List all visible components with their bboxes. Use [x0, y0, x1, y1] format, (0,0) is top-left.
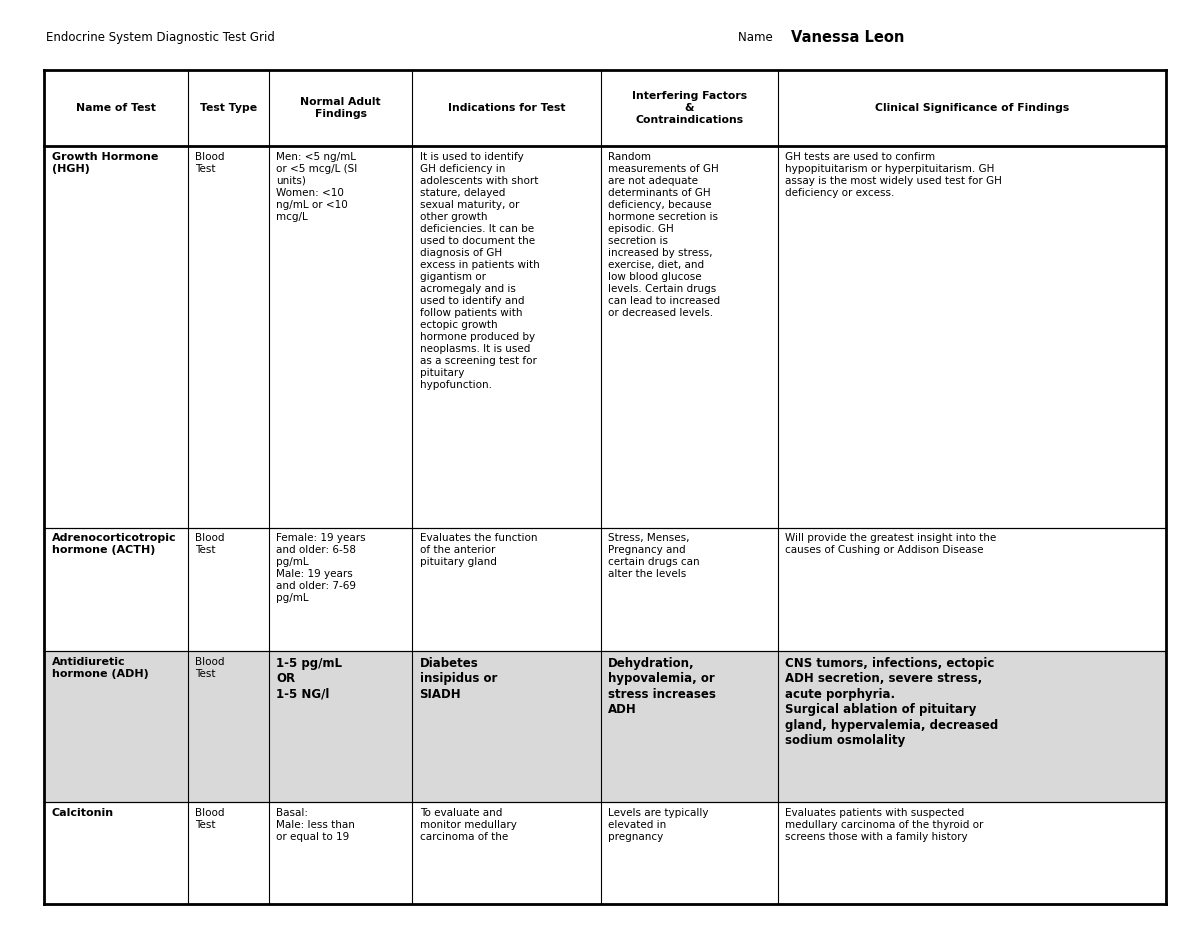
Text: Will provide the greatest insight into the
causes of Cushing or Addison Disease: Will provide the greatest insight into t…	[785, 533, 997, 555]
Text: Calcitonin: Calcitonin	[52, 807, 114, 818]
Text: CNS tumors, infections, ectopic
ADH secretion, severe stress,
acute porphyria.
S: CNS tumors, infections, ectopic ADH secr…	[785, 656, 998, 747]
Text: Indications for Test: Indications for Test	[448, 103, 565, 113]
Text: Normal Adult
Findings: Normal Adult Findings	[300, 97, 380, 119]
Text: Levels are typically
elevated in
pregnancy: Levels are typically elevated in pregnan…	[608, 807, 709, 842]
Text: Random
measurements of GH
are not adequate
determinants of GH
deficiency, becaus: Random measurements of GH are not adequa…	[608, 152, 720, 318]
Text: Blood
Test: Blood Test	[196, 656, 224, 679]
Text: Antidiuretic
hormone (ADH): Antidiuretic hormone (ADH)	[52, 656, 149, 679]
Text: Name: Name	[738, 31, 776, 44]
Text: Basal:
Male: less than
or equal to 19: Basal: Male: less than or equal to 19	[276, 807, 355, 842]
Text: Name of Test: Name of Test	[77, 103, 156, 113]
Text: 1-5 pg/mL
OR
1-5 NG/l: 1-5 pg/mL OR 1-5 NG/l	[276, 656, 342, 701]
Text: Growth Hormone
(HGH): Growth Hormone (HGH)	[52, 152, 158, 174]
Text: Female: 19 years
and older: 6-58
pg/mL
Male: 19 years
and older: 7-69
pg/mL: Female: 19 years and older: 6-58 pg/mL M…	[276, 533, 366, 603]
Text: Blood
Test: Blood Test	[196, 152, 224, 174]
Text: GH tests are used to confirm
hypopituitarism or hyperpituitarism. GH
assay is th: GH tests are used to confirm hypopituita…	[785, 152, 1002, 197]
Text: Interfering Factors
&
Contraindications: Interfering Factors & Contraindications	[632, 91, 748, 125]
Text: Clinical Significance of Findings: Clinical Significance of Findings	[875, 103, 1069, 113]
Text: Adrenocorticotropic
hormone (ACTH): Adrenocorticotropic hormone (ACTH)	[52, 533, 176, 555]
Text: Blood
Test: Blood Test	[196, 807, 224, 830]
Bar	[44, 527, 1166, 651]
Text: Diabetes
insipidus or
SIADH: Diabetes insipidus or SIADH	[420, 656, 497, 701]
Text: Vanessa Leon: Vanessa Leon	[791, 30, 904, 44]
Text: Endocrine System Diagnostic Test Grid: Endocrine System Diagnostic Test Grid	[46, 31, 275, 44]
Text: Evaluates the function
of the anterior
pituitary gland: Evaluates the function of the anterior p…	[420, 533, 538, 567]
Bar	[44, 651, 1166, 802]
Text: Blood
Test: Blood Test	[196, 533, 224, 555]
Text: Men: <5 ng/mL
or <5 mcg/L (SI
units)
Women: <10
ng/mL or <10
mcg/L: Men: <5 ng/mL or <5 mcg/L (SI units) Wom…	[276, 152, 358, 222]
Bar	[44, 802, 1166, 904]
Text: Dehydration,
hypovalemia, or
stress increases
ADH: Dehydration, hypovalemia, or stress incr…	[608, 656, 716, 716]
Bar	[44, 70, 1166, 146]
Text: To evaluate and
monitor medullary
carcinoma of the: To evaluate and monitor medullary carcin…	[420, 807, 516, 842]
Text: Stress, Menses,
Pregnancy and
certain drugs can
alter the levels: Stress, Menses, Pregnancy and certain dr…	[608, 533, 700, 579]
Bar	[44, 146, 1166, 527]
Text: Test Type: Test Type	[200, 103, 257, 113]
Text: Evaluates patients with suspected
medullary carcinoma of the thyroid or
screens : Evaluates patients with suspected medull…	[785, 807, 984, 842]
Text: It is used to identify
GH deficiency in
adolescents with short
stature, delayed
: It is used to identify GH deficiency in …	[420, 152, 539, 390]
